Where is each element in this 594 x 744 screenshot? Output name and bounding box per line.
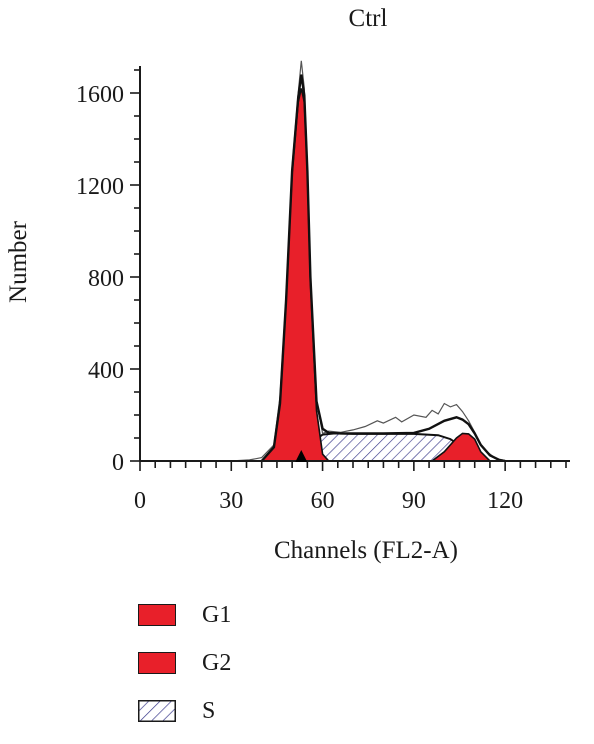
legend-label-g2: G2 [202, 649, 232, 676]
legend-item-s: S [138, 696, 231, 726]
peak-marker [295, 450, 308, 462]
y-tick-label: 800 [88, 266, 124, 292]
legend-item-g2: G2 [138, 648, 231, 678]
y-tick-label: 400 [88, 358, 124, 384]
legend-label-s: S [202, 697, 216, 724]
legend-label-g1: G1 [202, 601, 232, 628]
y-axis-label: Number [5, 220, 32, 303]
fit-curve-line [260, 74, 506, 463]
raw-histogram-line [231, 60, 506, 462]
legend-swatch-g2 [138, 652, 176, 674]
legend-item-g1: G1 [138, 600, 231, 630]
y-tick-label: 0 [112, 450, 124, 476]
x-tick-label: 60 [311, 488, 335, 514]
x-tick-label: 90 [402, 488, 426, 514]
legend-swatch-s [138, 700, 176, 722]
chart-title: Ctrl [349, 5, 388, 32]
x-tick-label: 30 [219, 488, 243, 514]
legend-swatch-g1 [138, 604, 176, 626]
legend: G1 G2 S [138, 600, 231, 744]
y-tick-label: 1600 [76, 82, 124, 108]
y-tick-label: 1200 [76, 174, 124, 200]
x-tick-label: 120 [487, 488, 523, 514]
x-tick-label: 0 [134, 488, 146, 514]
x-axis-label: Channels (FL2-A) [274, 537, 458, 564]
